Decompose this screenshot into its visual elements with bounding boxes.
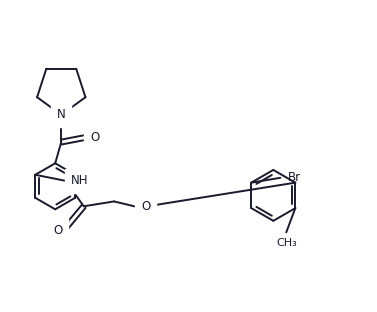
Text: NH: NH <box>70 174 88 187</box>
Text: O: O <box>90 131 99 144</box>
Text: O: O <box>54 224 63 237</box>
Text: N: N <box>57 108 66 121</box>
Text: CH₃: CH₃ <box>276 238 297 248</box>
Text: O: O <box>141 200 150 213</box>
Text: Br: Br <box>288 171 301 184</box>
